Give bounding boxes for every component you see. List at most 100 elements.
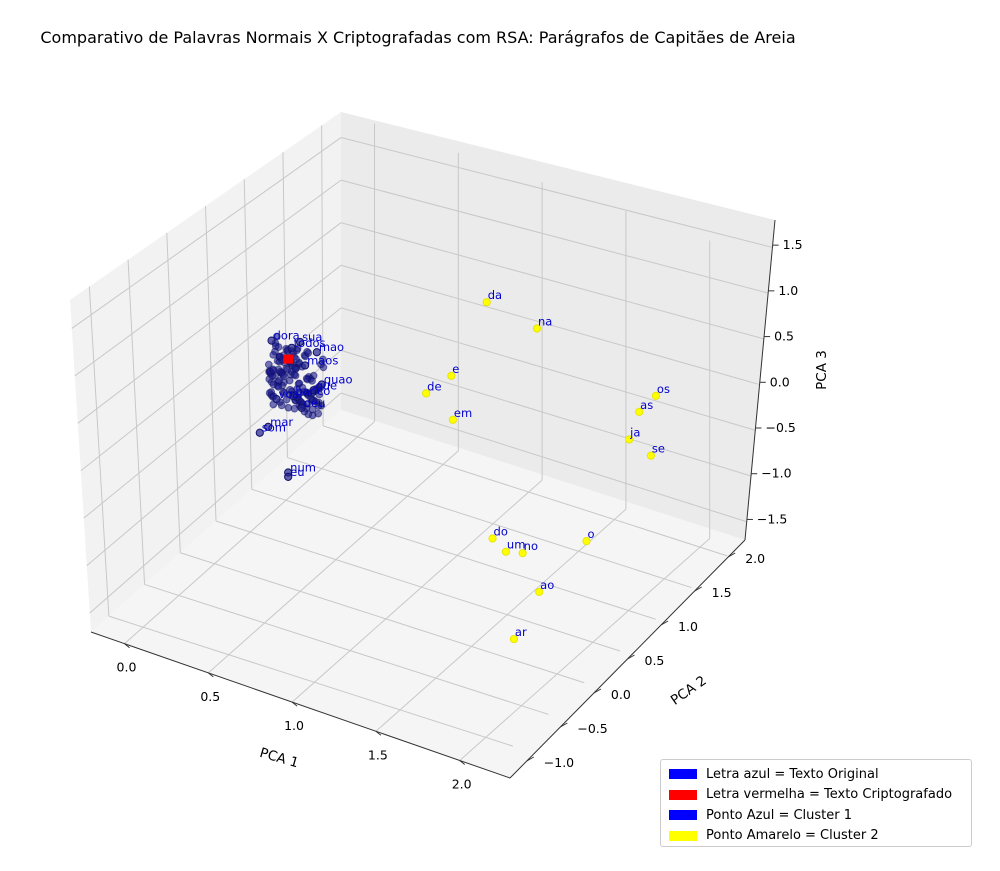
z-tick-label: 0.5	[774, 329, 794, 344]
point-label: todos	[294, 336, 326, 350]
grid-line	[375, 508, 627, 732]
cluster-1-point	[275, 377, 283, 385]
z-tick-label: 0.0	[770, 374, 790, 389]
point-label: som	[262, 421, 286, 435]
grid-line	[243, 179, 253, 490]
grid-line	[340, 179, 769, 294]
y-tick-label: 1.0	[678, 619, 698, 634]
grid-line	[291, 479, 543, 703]
z-tick-label: −0.5	[766, 420, 796, 435]
y-tick-mark	[526, 756, 535, 762]
encrypted-marker	[283, 354, 294, 364]
cluster-2-point	[422, 389, 431, 398]
cluster-1-point	[303, 399, 312, 408]
point-label: maos	[307, 353, 338, 367]
cluster-2-point	[501, 547, 511, 556]
grid-line	[340, 392, 747, 523]
cluster-2-point	[635, 407, 644, 416]
cluster-1-point	[289, 392, 298, 401]
x-tick-label: 2.0	[452, 776, 472, 791]
grid-line	[166, 232, 181, 553]
point-label: o	[587, 527, 594, 541]
z-tick-label: 1.0	[778, 283, 798, 298]
point-label: quao	[324, 372, 353, 386]
cluster-2-point	[482, 298, 491, 307]
y-tick-mark	[627, 654, 635, 660]
x-tick-label: 1.5	[368, 747, 388, 762]
y-tick-label: 0.5	[645, 653, 665, 668]
point-label: de	[427, 379, 441, 393]
cluster-1-point	[297, 403, 306, 412]
legend-label: Ponto Azul = Cluster 1	[706, 807, 853, 823]
point-label: dora	[274, 329, 300, 343]
point-label: mao	[319, 340, 344, 354]
cluster-2-point	[625, 435, 634, 444]
cluster-1-point	[271, 342, 280, 350]
y-tick-mark	[727, 552, 736, 558]
cluster-2-point	[509, 634, 519, 644]
cluster-1-point	[269, 366, 278, 375]
y-tick-mark	[660, 620, 669, 626]
cluster-2-point	[535, 587, 544, 597]
grid-line	[340, 349, 752, 477]
point-label: da	[488, 288, 502, 302]
grid-line	[74, 179, 342, 377]
cluster-1-point	[264, 422, 273, 431]
y-tick-label: 2.0	[745, 551, 765, 566]
z-axis-label: PCA 3	[814, 350, 830, 390]
grid-line	[340, 307, 756, 431]
legend-label: Letra azul = Texto Original	[706, 766, 879, 782]
grid-line	[251, 488, 656, 620]
x-tick-mark	[124, 643, 130, 649]
point-label: um	[507, 538, 526, 552]
cluster-1-point	[284, 472, 293, 481]
cluster-1-point	[267, 336, 276, 345]
grid-line	[144, 583, 549, 715]
grid-line	[124, 421, 375, 645]
legend-swatch	[669, 810, 697, 821]
legend-item: Letra azul = Texto Original	[669, 764, 963, 785]
cluster-2-point	[532, 324, 542, 333]
cluster-1-point	[290, 370, 299, 379]
grid-line	[340, 222, 764, 340]
point-label: sua	[302, 330, 322, 344]
point-label: em	[454, 406, 472, 420]
x-tick-mark	[208, 672, 214, 678]
cluster-1-point	[319, 363, 328, 372]
point-label: os	[657, 382, 670, 396]
grid-line	[215, 520, 621, 652]
cluster-2-point	[646, 451, 656, 460]
point-label: na	[538, 314, 552, 328]
point-label: do	[494, 524, 508, 538]
grid-line	[459, 538, 711, 761]
cluster-2-point	[518, 549, 527, 558]
cluster-1-point	[308, 376, 316, 385]
point-label: e	[452, 362, 459, 376]
point-label: no	[524, 539, 538, 553]
y-tick-label: 0.0	[611, 687, 631, 702]
point-label: mar	[270, 415, 293, 429]
grid-line	[108, 615, 514, 747]
x-tick-mark	[459, 760, 466, 765]
z-tick-label: 1.5	[783, 237, 803, 252]
legend-swatch	[669, 830, 697, 841]
point-label: num	[290, 460, 316, 474]
y-tick-mark	[694, 586, 702, 592]
legend-item: Letra vermelha = Texto Criptografado	[669, 785, 963, 806]
grid-line	[180, 552, 585, 684]
chart-title: Comparativo de Palavras Normais X Cripto…	[40, 28, 795, 47]
cluster-1-point	[314, 402, 323, 410]
z-tick-label: −1.0	[761, 466, 791, 481]
cluster-2-point	[448, 415, 458, 424]
grid-line	[80, 264, 342, 472]
cluster-1-point	[285, 376, 294, 385]
point-label: banco	[295, 384, 330, 398]
x-axis-label: PCA 1	[258, 745, 301, 771]
point-label: eu	[290, 465, 304, 479]
cluster-1-point	[279, 372, 288, 380]
grid-line	[77, 222, 342, 424]
legend-label: Ponto Amarelo = Cluster 2	[706, 828, 879, 844]
grid-line	[321, 125, 324, 426]
